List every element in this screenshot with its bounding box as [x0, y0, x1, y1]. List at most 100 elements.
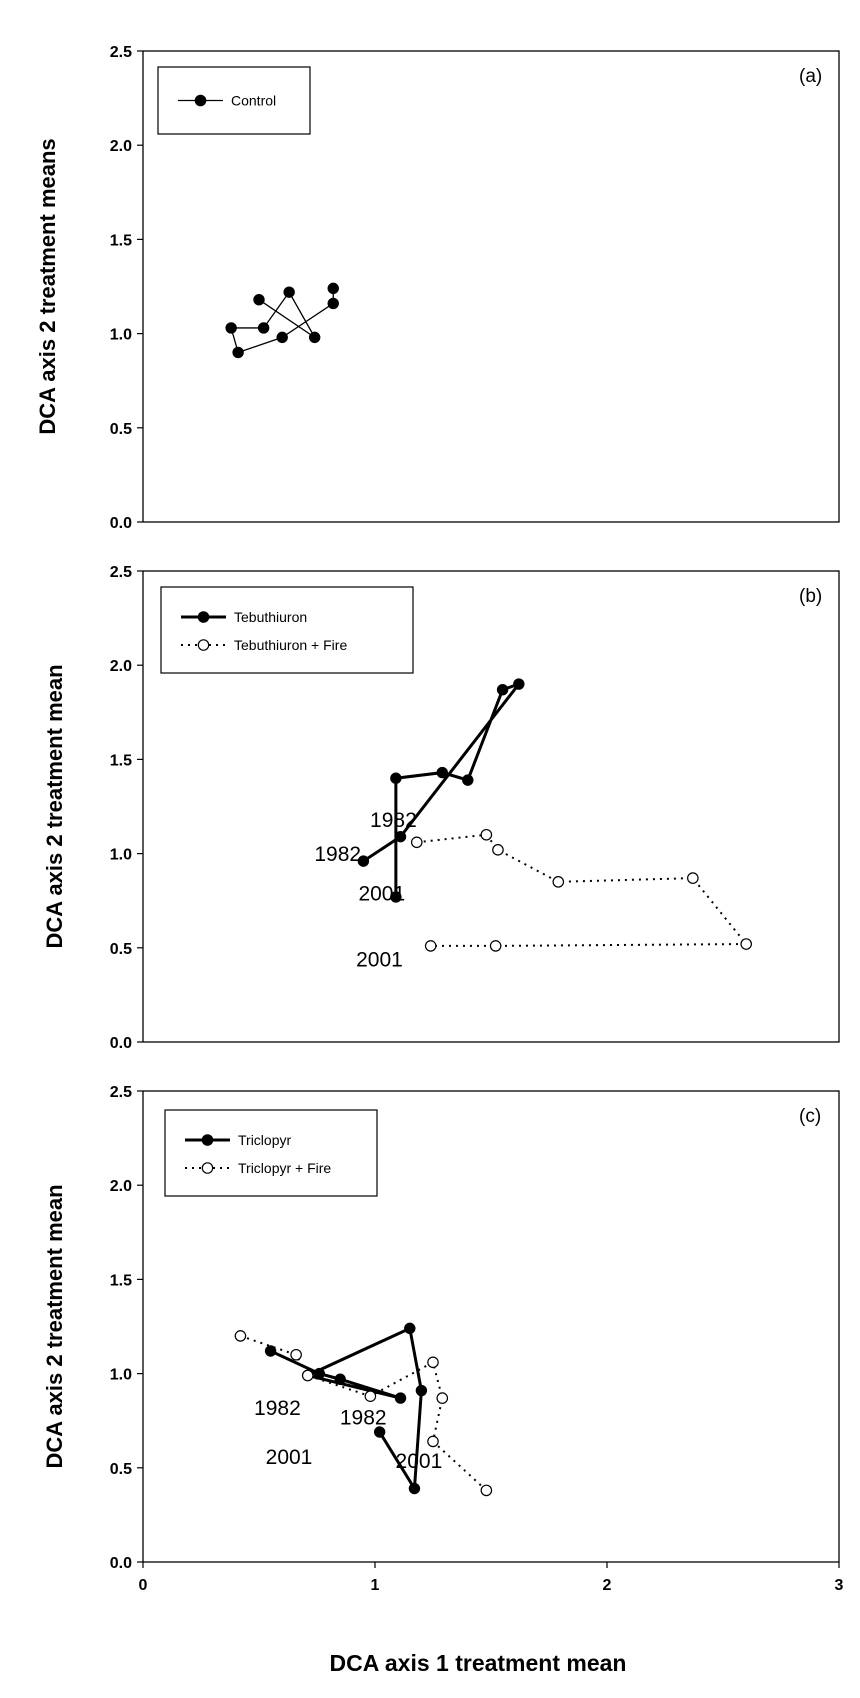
legend-box — [160, 586, 414, 674]
legend-marker — [197, 639, 210, 651]
legend-label: Tebuthiuron + Fire — [234, 637, 347, 653]
legend: Control — [157, 66, 311, 135]
y-tick-label: 2.0 — [110, 1178, 132, 1195]
y-tick-label: 2.0 — [110, 138, 132, 155]
plot-frame — [142, 1090, 840, 1563]
data-point — [410, 836, 423, 849]
series-line-2 — [416, 833, 749, 947]
y-tick-label: 0.0 — [110, 515, 132, 532]
y-axis-title: DCA axis 2 treatment mean — [42, 664, 67, 948]
y-tick-label: 1.0 — [110, 327, 132, 344]
data-point — [232, 346, 244, 359]
x-tick-label: 2 — [603, 1577, 612, 1594]
data-point — [276, 331, 288, 344]
data-point — [327, 297, 339, 310]
year-annotation: 2001 — [358, 883, 405, 906]
data-point — [552, 876, 565, 888]
data-point — [301, 1369, 314, 1382]
data-point — [496, 683, 509, 696]
data-point — [436, 1392, 449, 1404]
data-point — [404, 1322, 416, 1335]
data-point — [415, 1384, 428, 1397]
data-point — [308, 331, 321, 344]
data-point — [234, 1330, 247, 1342]
legend-marker — [201, 1162, 214, 1174]
data-point — [436, 766, 448, 779]
y-tick-label: 1.5 — [110, 752, 132, 769]
plot-frame — [142, 570, 840, 1043]
panel-label: (b) — [799, 586, 822, 607]
y-axis-title: DCA axis 2 treatment means — [35, 138, 60, 434]
panel-label: (a) — [799, 66, 822, 87]
data-point — [264, 1345, 277, 1357]
data-point — [357, 855, 370, 867]
y-tick-label: 2.0 — [110, 658, 132, 675]
series-line-1 — [362, 680, 524, 897]
legend-box — [164, 1109, 378, 1197]
legend-label: Triclopyr — [238, 1132, 291, 1148]
panel-label: (c) — [799, 1106, 821, 1127]
data-point — [394, 830, 407, 843]
legend-label: Triclopyr + Fire — [238, 1160, 331, 1176]
data-point — [492, 844, 504, 856]
y-tick-label: 1.0 — [110, 1367, 132, 1384]
y-tick-label: 0.0 — [110, 1555, 132, 1572]
data-point — [427, 1435, 439, 1448]
x-axis-title: DCA axis 1 treatment mean — [330, 1650, 627, 1676]
data-point — [408, 1482, 421, 1495]
data-point — [394, 1392, 407, 1404]
legend-marker — [194, 94, 207, 107]
y-tick-label: 0.5 — [110, 941, 132, 958]
y-tick-label: 1.0 — [110, 847, 132, 864]
y-tick-label: 0.0 — [110, 1035, 132, 1052]
y-tick-label: 1.5 — [110, 232, 132, 249]
year-annotation: 1982 — [340, 1406, 387, 1429]
data-point — [373, 1426, 386, 1438]
year-annotation: 1982 — [254, 1397, 301, 1420]
plot-frame — [142, 50, 840, 523]
y-tick-label: 2.5 — [110, 1084, 132, 1101]
data-point — [427, 1356, 439, 1369]
data-point — [390, 891, 402, 903]
data-point — [327, 282, 339, 295]
legend-label: Control — [231, 93, 276, 109]
y-tick-label: 0.5 — [110, 421, 132, 438]
year-annotation: 2001 — [266, 1446, 313, 1469]
y-tick-label: 2.5 — [110, 564, 132, 581]
data-point — [513, 678, 525, 690]
x-tick-label: 0 — [139, 1577, 148, 1594]
legend-marker — [201, 1134, 214, 1146]
y-axis-title: DCA axis 2 treatment mean — [42, 1184, 67, 1468]
legend-label: Tebuthiuron — [234, 609, 307, 625]
data-point — [480, 828, 493, 841]
data-point — [313, 1367, 326, 1380]
panel-1: 0.0 0.5 1.0 1.5 2.0 2.5 DCA axis 2 treatment m… — [35, 44, 840, 532]
data-point — [462, 774, 474, 786]
year-annotation: 1982 — [370, 809, 417, 832]
x-tick-label: 1 — [371, 1577, 380, 1594]
panel-2: 0.0 0.5 1.0 1.5 2.0 2.5 DCA axis 2 treatment m… — [42, 564, 840, 1052]
data-point — [390, 772, 402, 784]
y-tick-label: 2.5 — [110, 44, 132, 61]
data-point — [225, 322, 237, 334]
data-point — [480, 1484, 493, 1497]
data-point — [740, 938, 752, 950]
legend: Tebuthiuron Tebuthiuron + Fire — [160, 586, 414, 674]
data-point — [283, 286, 295, 298]
data-point — [290, 1348, 302, 1361]
data-point — [687, 872, 699, 884]
year-annotation: 2001 — [356, 949, 403, 972]
data-point — [424, 940, 437, 952]
y-tick-label: 0.5 — [110, 1461, 132, 1478]
x-tick-label: 3 — [835, 1577, 844, 1594]
data-point — [334, 1373, 346, 1385]
data-point — [257, 322, 270, 334]
data-point — [253, 293, 265, 306]
year-annotation: 1982 — [314, 843, 361, 866]
legend: Triclopyr Triclopyr + Fire — [164, 1109, 378, 1197]
panel-3: 0.0 0.5 1.0 1.5 2.0 2.5 0 1 2 3 DCA axis 2 treatme… — [42, 1084, 844, 1594]
legend-marker — [197, 611, 210, 623]
data-point — [489, 940, 502, 952]
y-tick-label: 1.5 — [110, 1272, 132, 1289]
